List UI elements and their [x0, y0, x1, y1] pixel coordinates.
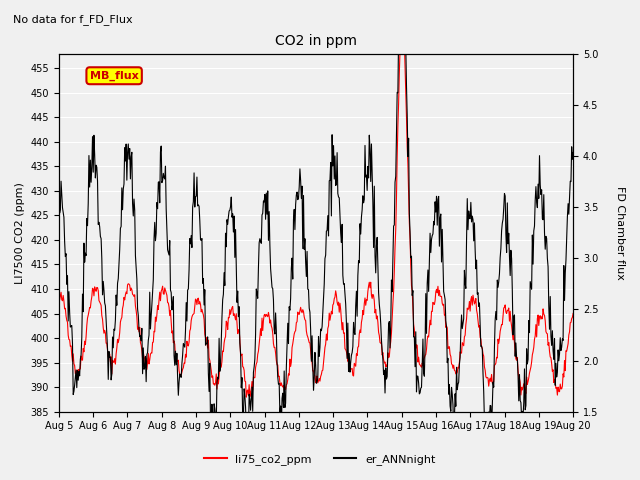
Legend: li75_co2_ppm, er_ANNnight: li75_co2_ppm, er_ANNnight — [200, 450, 440, 469]
Y-axis label: FD Chamber flux: FD Chamber flux — [615, 186, 625, 279]
Y-axis label: LI7500 CO2 (ppm): LI7500 CO2 (ppm) — [15, 181, 25, 284]
Title: CO2 in ppm: CO2 in ppm — [275, 34, 357, 48]
Text: No data for f_FD_Flux: No data for f_FD_Flux — [13, 14, 132, 25]
Text: MB_flux: MB_flux — [90, 71, 138, 81]
